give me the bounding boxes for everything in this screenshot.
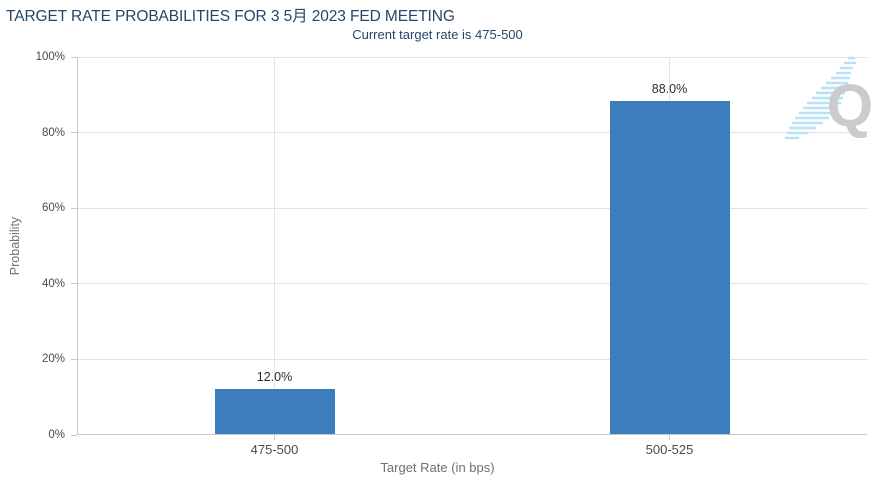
quandl-watermark-icon: Q — [785, 56, 874, 140]
gridline-horizontal — [77, 56, 867, 58]
y-tick-label: 20% — [41, 353, 65, 366]
y-tick-label: 0% — [48, 429, 65, 441]
bar-500-525 — [609, 101, 730, 434]
gridline-horizontal — [77, 283, 867, 285]
y-axis-tick — [71, 283, 77, 285]
plot-area: 0% 20% 40% 60% 80% 100% 12.0% 475-500 88.0% 500-5… — [36, 51, 867, 457]
watermark-streak-icon — [785, 56, 856, 140]
y-axis-line — [77, 57, 78, 435]
bar-475-500 — [214, 388, 335, 434]
y-axis-tick — [71, 358, 77, 360]
x-category-label: 500-525 — [645, 442, 694, 457]
y-axis-tick — [71, 132, 77, 134]
x-axis-title: Target Rate (in bps) — [380, 460, 495, 475]
y-axis-tick — [71, 207, 77, 209]
x-category-label: 475-500 — [250, 442, 299, 457]
y-tick-label: 60% — [41, 202, 65, 215]
y-tick-label: 40% — [41, 277, 65, 290]
gridline-horizontal — [77, 207, 867, 209]
y-axis-tick — [71, 434, 77, 436]
chart-subtitle: Current target rate is 475-500 — [352, 27, 523, 42]
gridline-horizontal — [77, 132, 867, 134]
y-tick-label: 80% — [41, 126, 65, 139]
x-axis-tick — [274, 435, 275, 440]
gridline-vertical — [274, 57, 275, 435]
watermark-q-letter: Q — [827, 72, 874, 139]
y-axis-tick — [71, 56, 77, 58]
chart-title: TARGET RATE PROBABILITIES FOR 3 5月 2023 … — [6, 8, 455, 25]
x-axis-line — [77, 434, 867, 435]
bar-value-label: 88.0% — [651, 82, 688, 97]
x-axis-tick — [669, 435, 670, 440]
y-axis-title: Probability — [8, 216, 22, 276]
gridline-horizontal — [77, 358, 867, 360]
bar-value-label: 12.0% — [256, 369, 293, 384]
y-tick-label: 100% — [35, 51, 65, 63]
